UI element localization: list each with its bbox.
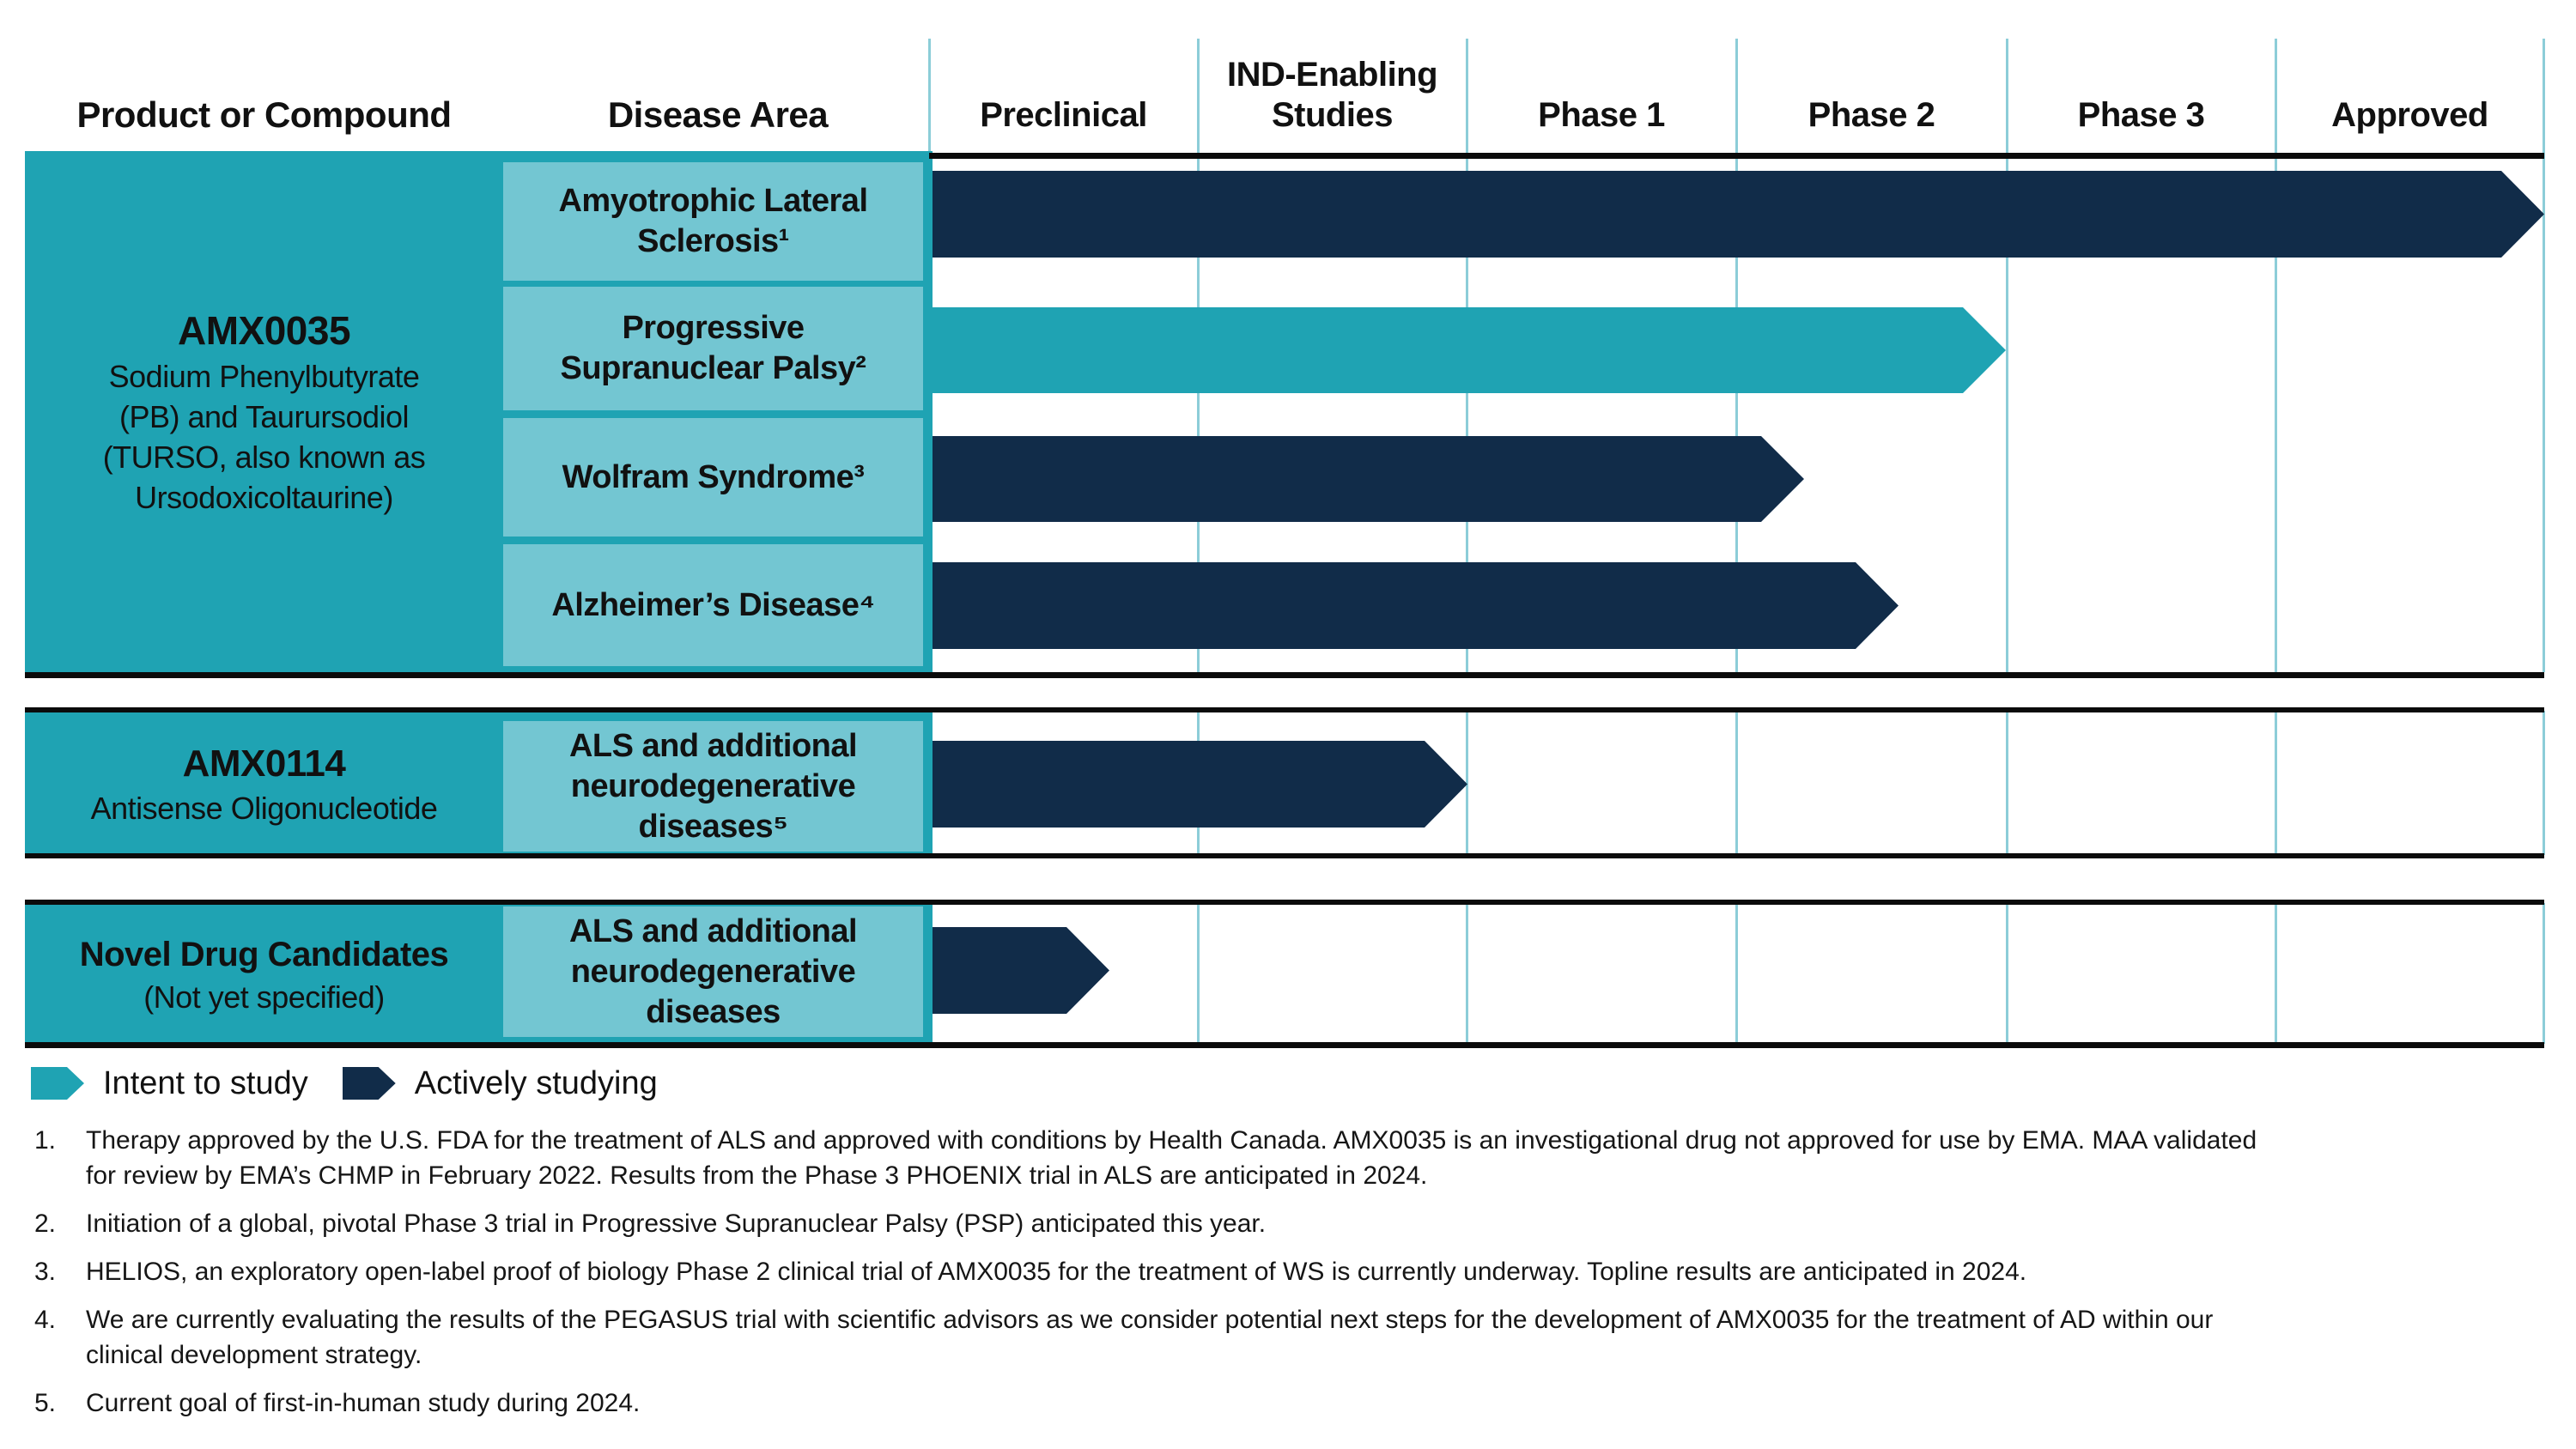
column-header-product: Product or Compound (76, 94, 452, 135)
legend: Intent to study Actively studying (31, 1064, 658, 1102)
gridline (2006, 903, 2008, 1044)
footnote-4: 4. We are currently evaluating the resul… (34, 1302, 2516, 1373)
gridline (2543, 903, 2545, 1044)
product-name: AMX0114 (182, 742, 346, 785)
pipeline-arrow-als (933, 171, 2544, 258)
column-header-approved: Approved (2331, 96, 2488, 134)
footnote-text: Initiation of a global, pivotal Phase 3 … (86, 1210, 1267, 1238)
footnote-text: Therapy approved by the U.S. FDA for the… (86, 1126, 2257, 1190)
gridline (1197, 903, 1200, 1044)
disease-cell-psp: Progressive Supranuclear Palsy² (503, 287, 923, 410)
pipeline-arrow-amx0114 (933, 741, 1467, 828)
footnote-number: 1. (34, 1126, 57, 1155)
product-subtitle: (Not yet specified) (143, 979, 385, 1015)
section2-bottom-rule (25, 853, 2544, 858)
disease-cell-als: Amyotrophic Lateral Sclerosis¹ (503, 162, 923, 281)
footnote-text: We are currently evaluating the results … (86, 1306, 2214, 1369)
disease-cell-amx0114: ALS and additional neurodegenerative dis… (503, 721, 923, 852)
product-name: Novel Drug Candidates (79, 935, 449, 973)
pipeline-arrow-novel (933, 927, 1109, 1014)
pipeline-arrow-alzheimers (933, 562, 1899, 649)
product-info-novel: Novel Drug Candidates (Not yet specified… (25, 905, 503, 1046)
pipeline-arrow-wolfram (933, 436, 1804, 522)
column-header-phase2: Phase 2 (1807, 96, 1935, 134)
column-header-preclinical: Preclinical (980, 96, 1147, 134)
column-header-disease: Disease Area (607, 94, 829, 135)
footnote-number: 4. (34, 1306, 57, 1334)
column-header-ind-enabling: IND-Enabling Studies (1226, 56, 1438, 134)
gridline (1735, 711, 1738, 855)
disease-cell-alzheimers: Alzheimer’s Disease⁴ (503, 544, 923, 666)
footnote-text: HELIOS, an exploratory open-label proof … (86, 1258, 2027, 1286)
product-subtitle: Antisense Oligonucleotide (90, 790, 438, 826)
footnote-3: 3. HELIOS, an exploratory open-label pro… (34, 1254, 2516, 1289)
gridline (2543, 711, 2545, 855)
gridline (2006, 39, 2008, 672)
section3-bottom-rule (25, 1042, 2544, 1048)
footnote-number: 3. (34, 1258, 57, 1286)
gridline (2275, 39, 2277, 672)
section2-top-rule (25, 707, 2544, 712)
gridline (2275, 903, 2277, 1044)
gridline (2006, 711, 2008, 855)
legend-swatch-active-arrow-icon (343, 1067, 396, 1100)
footnote-1: 1. Therapy approved by the U.S. FDA for … (34, 1123, 2516, 1193)
section3-top-rule (25, 900, 2544, 905)
pipeline-arrow-psp (933, 307, 2006, 393)
gridline (2275, 711, 2277, 855)
product-subtitle: Sodium Phenylbutyrate (PB) and Taurursod… (102, 358, 426, 515)
product-name: AMX0035 (177, 307, 351, 353)
footnotes: 1. Therapy approved by the U.S. FDA for … (34, 1123, 2516, 1434)
column-header-phase1: Phase 1 (1538, 96, 1665, 134)
footnote-number: 2. (34, 1210, 57, 1238)
footnote-5: 5. Current goal of first-in-human study … (34, 1385, 2516, 1421)
legend-swatch-intent-arrow-icon (31, 1067, 84, 1100)
footnote-number: 5. (34, 1389, 57, 1417)
footnote-2: 2. Initiation of a global, pivotal Phase… (34, 1206, 2516, 1241)
gridline (1466, 903, 1468, 1044)
column-header-phase3: Phase 3 (2077, 96, 2205, 134)
gridline (1735, 903, 1738, 1044)
product-info-amx0035: AMX0035 Sodium Phenylbutyrate (PB) and T… (25, 151, 503, 672)
legend-label-active: Actively studying (414, 1064, 658, 1101)
header-underline (929, 153, 2544, 159)
legend-label-intent: Intent to study (103, 1064, 308, 1101)
disease-cell-wolfram: Wolfram Syndrome³ (503, 418, 923, 537)
disease-cell-novel: ALS and additional neurodegenerative dis… (503, 906, 923, 1037)
section1-bottom-rule (25, 672, 2544, 678)
footnote-text: Current goal of first-in-human study dur… (86, 1389, 641, 1417)
gridline (1466, 711, 1468, 855)
gridline (2543, 39, 2545, 672)
product-info-amx0114: AMX0114 Antisense Oligonucleotide (25, 712, 503, 857)
